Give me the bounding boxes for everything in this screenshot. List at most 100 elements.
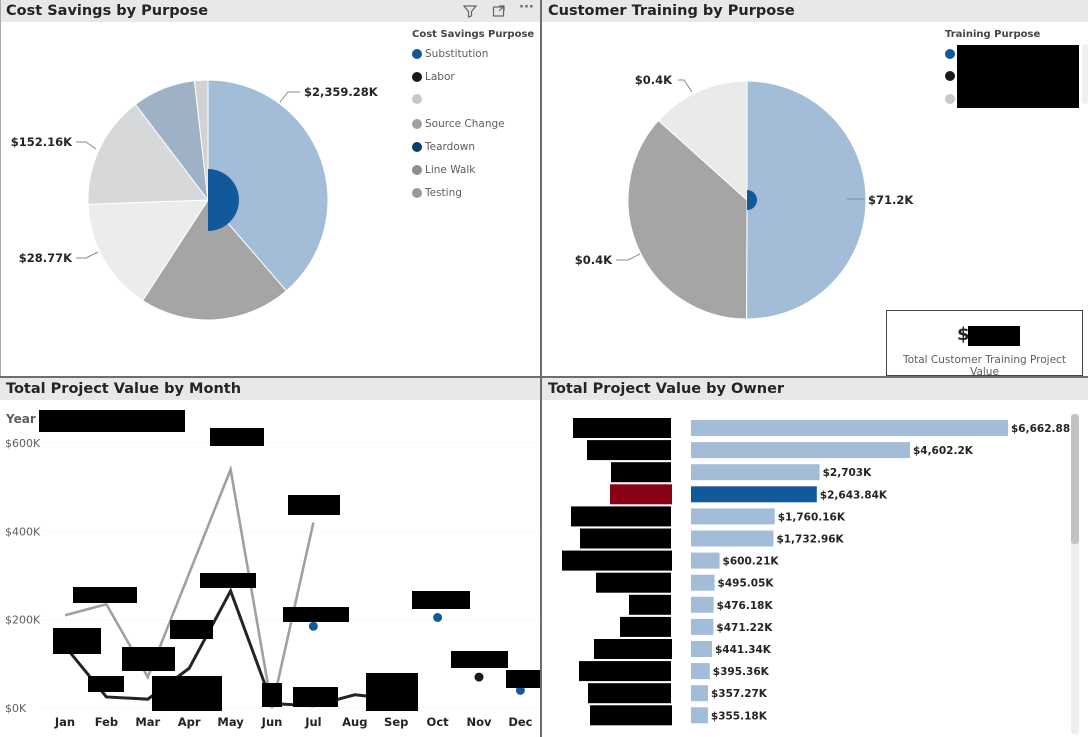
owner-bar-label: $476.18K [717, 600, 774, 612]
owner-bar-label: $395.36K [713, 666, 770, 678]
cost-savings-pie-chart[interactable]: $2,359.28K $152.16K $28.77K [0, 22, 400, 372]
x-tick-label: Jul [304, 715, 321, 729]
pie-leader-line [76, 251, 99, 259]
redacted-card-value [968, 326, 1020, 346]
owner-bar-label: $2,643.84K [820, 489, 888, 501]
pie-data-label: $2,359.28K [304, 85, 379, 99]
cost-legend-item[interactable]: Source Change [412, 118, 505, 130]
pie-slice [87, 103, 209, 205]
pie-slice [207, 79, 329, 292]
y-tick-label: $600K [5, 437, 41, 450]
redacted-owner-name [587, 440, 671, 461]
owner-bar-label: $2,703K [823, 467, 873, 479]
redacted-owner-name [596, 572, 671, 593]
x-tick-label: Feb [95, 715, 118, 729]
pie-leader-line [279, 91, 300, 103]
redacted-data-label [293, 687, 338, 707]
redacted-legend-labels [957, 45, 1079, 108]
y-tick-label: $400K [5, 525, 41, 538]
redacted-data-label [283, 607, 349, 622]
owner-chart-scrollbar[interactable] [1071, 414, 1079, 734]
x-tick-label: Aug [342, 715, 367, 729]
owner-bar [691, 464, 820, 481]
pie-center-segment [208, 169, 239, 231]
redacted-data-label [288, 495, 340, 515]
cost-savings-panel[interactable]: Cost Savings by Purpose ··· $2,359.28K $1… [0, 0, 540, 376]
owner-bar [691, 420, 1008, 436]
pie-slice [193, 79, 209, 201]
filter-icon[interactable] [462, 3, 478, 23]
pie-data-label: $28.77K [19, 251, 73, 265]
by-month-title: Total Project Value by Month [0, 378, 540, 400]
redacted-owner-name [594, 639, 672, 659]
more-options-icon[interactable]: ··· [519, 0, 534, 15]
redacted-owner-name [590, 705, 672, 726]
pie-leader-line [616, 253, 641, 261]
owner-bar-label: $471.22K [716, 622, 773, 634]
owner-bar [691, 486, 817, 503]
pie-slice [141, 199, 288, 321]
cost-legend-item[interactable]: Testing [412, 187, 462, 199]
owner-bar [691, 574, 715, 591]
pie-data-label: $0.4K [575, 253, 613, 267]
owner-bar [691, 663, 710, 680]
cost-legend-item[interactable] [412, 94, 425, 105]
card-value-prefix: $ [957, 324, 970, 345]
cost-legend-item[interactable]: Line Walk [412, 164, 475, 176]
redacted-owner-name [579, 661, 671, 682]
x-tick-label: Apr [178, 715, 201, 729]
owner-bar-label: $4,602.2K [913, 445, 974, 457]
x-tick-label: Sep [384, 715, 408, 729]
cost-legend-item[interactable]: Substitution [412, 48, 488, 60]
owner-bar-label: $6,662.88K [1011, 423, 1072, 435]
by-month-line-chart[interactable]: $0K $200K $400K $600K Jan Feb Mar Apr May Jun Jul A… [0, 400, 540, 737]
owner-bar [691, 508, 775, 525]
pie-data-label: $0.4K [635, 73, 673, 87]
customer-training-pie-chart[interactable]: $71.2K $0.4K $0.4K [542, 22, 942, 372]
training-legend-dot-2 [945, 71, 955, 81]
y-tick-label: $200K [5, 614, 41, 627]
legend-scrollbar[interactable] [1082, 44, 1088, 104]
pie-slice [627, 119, 748, 320]
x-tick-label: Jan [54, 715, 75, 729]
owner-bar-label: $441.34K [715, 644, 772, 656]
owner-bar-label: $600.21K [723, 556, 780, 568]
redacted-owner-name [571, 506, 671, 527]
redacted-data-label [122, 647, 175, 671]
pie-slice [657, 80, 748, 202]
owner-bar-label: $357.27K [711, 688, 768, 700]
redacted-data-label [200, 573, 256, 588]
redacted-data-label [73, 587, 137, 603]
x-tick-label: Jun [261, 715, 283, 729]
vertical-divider [540, 0, 542, 737]
pie-data-label: $71.2K [868, 193, 914, 207]
redacted-owner-name [580, 528, 671, 549]
cost-legend-item[interactable]: Labor [412, 71, 455, 83]
card-label: Total Customer Training Project Value [903, 354, 1066, 376]
by-owner-bar-chart[interactable]: $6,662.88K $4,602.2K $2,703K $2,643.84K $1,7… [542, 400, 1072, 737]
pie-center-segment [747, 190, 757, 210]
legend-label: Teardown [425, 140, 475, 153]
redacted-data-label [412, 591, 470, 609]
redacted-owner-name [610, 484, 672, 505]
legend-dot [412, 118, 422, 129]
redacted-owner-name [611, 462, 671, 483]
focus-mode-icon[interactable] [491, 3, 507, 23]
project-value-by-month-panel[interactable]: Total Project Value by Month Year $0K $20… [0, 378, 540, 737]
legend-label: Substitution [425, 48, 489, 60]
training-legend-dot-1 [945, 49, 955, 59]
cost-savings-legend-title: Cost Savings Purpose [412, 29, 535, 40]
owner-bar-label: $1,732.96K [776, 534, 844, 546]
owner-chart-scroll-thumb[interactable] [1071, 414, 1079, 544]
series-point [308, 621, 318, 631]
legend-dot [412, 165, 422, 175]
project-value-by-owner-panel[interactable]: Total Project Value by Owner $6,662.88K $… [542, 378, 1088, 737]
legend-label: Testing [425, 187, 462, 200]
cost-legend-item[interactable]: Teardown [412, 141, 475, 153]
customer-training-panel[interactable]: Customer Training by Purpose $71.2K $0.4K… [542, 0, 1088, 376]
horizontal-divider [0, 376, 1088, 378]
redacted-owner-name [588, 683, 671, 704]
legend-dot [412, 141, 422, 152]
left-border [0, 0, 1, 376]
owner-bar [691, 685, 708, 702]
